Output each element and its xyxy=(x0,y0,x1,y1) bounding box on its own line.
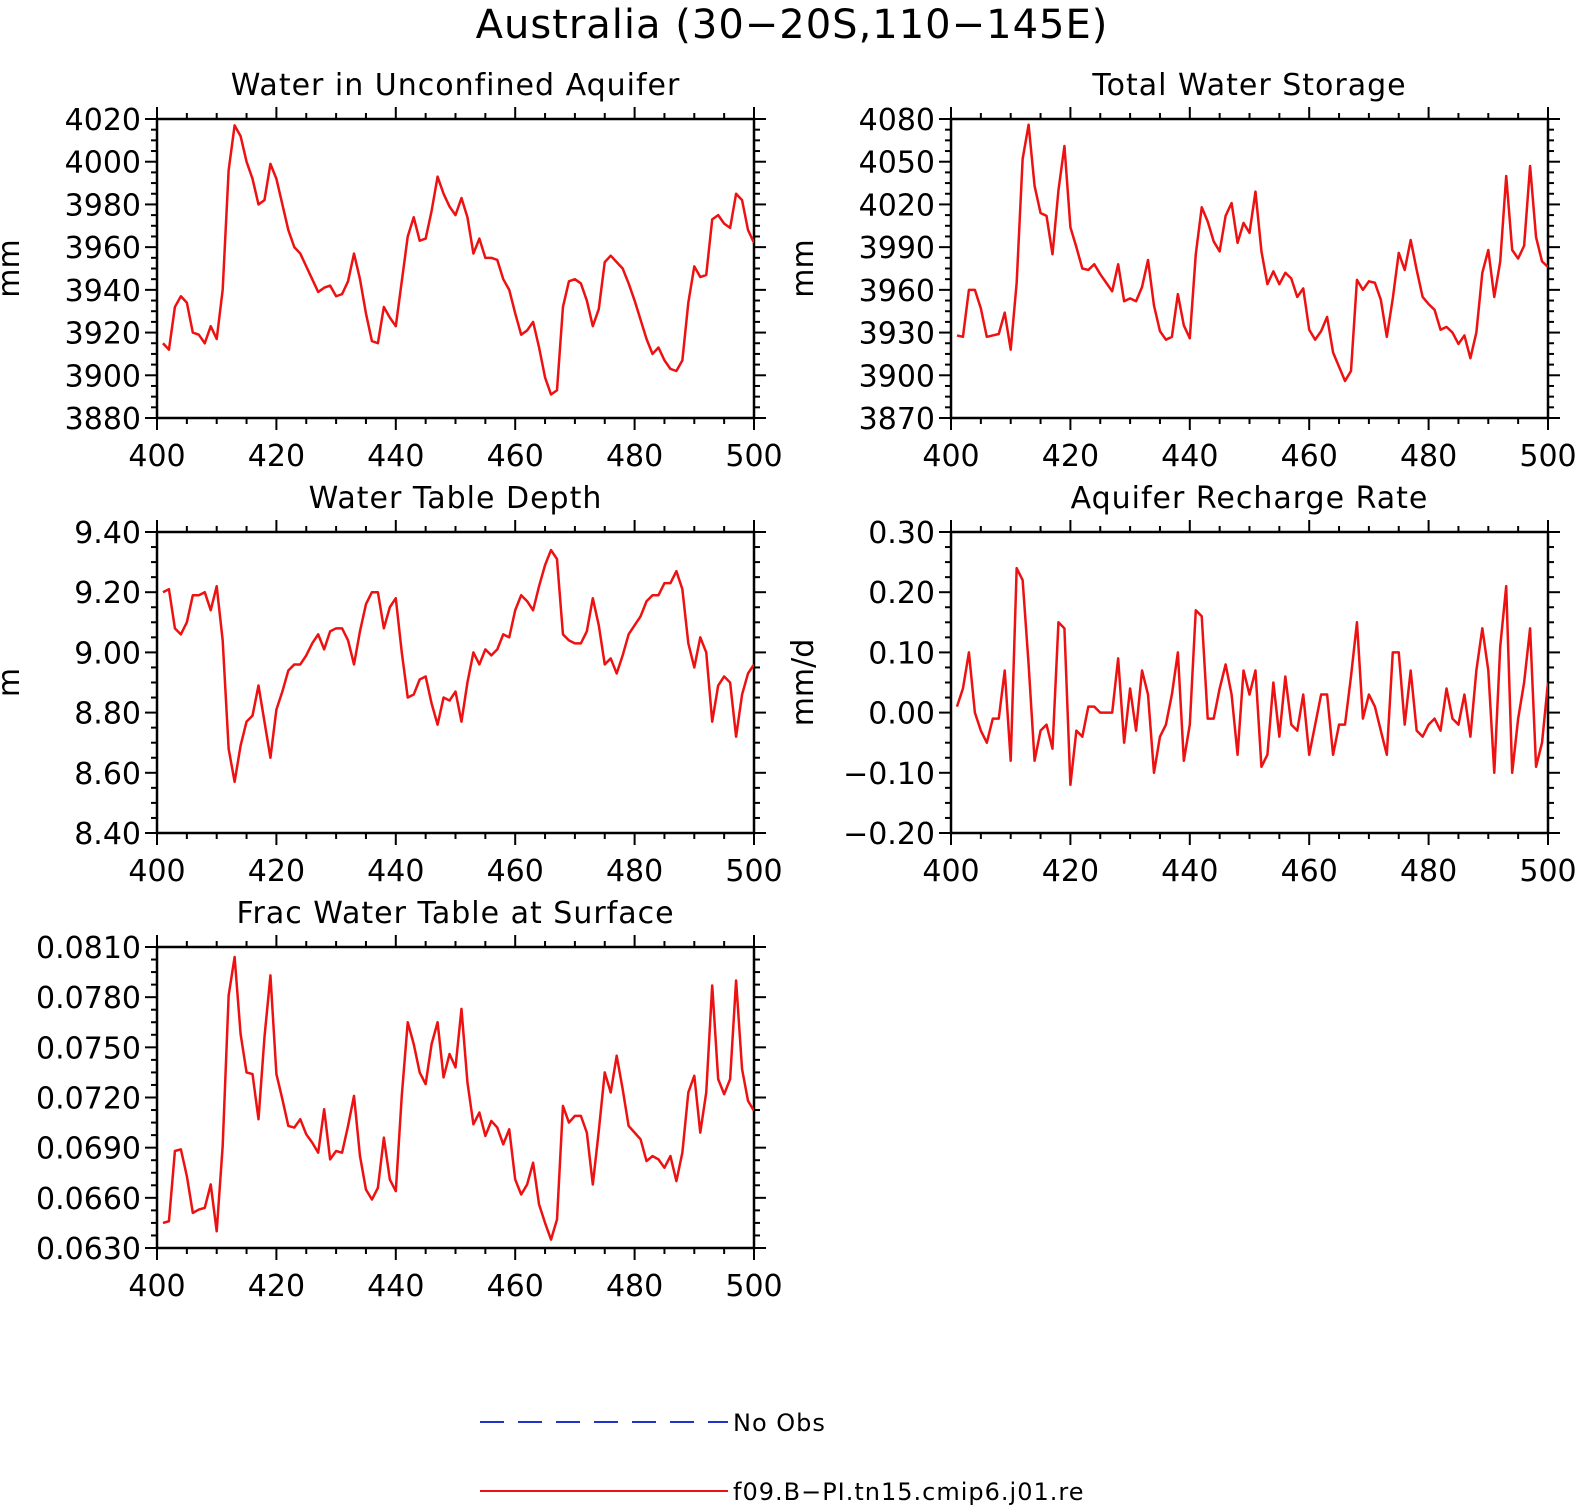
total-water-storage-plot-frame xyxy=(949,117,1550,420)
panel-total-water-storage: 400 420 440 460 480 500 3870 3900 3930 3960 3990 40… xyxy=(786,68,1577,474)
aquifer-recharge-rate-ytick-label: 0.10 xyxy=(868,636,935,671)
frac-water-table-at-surface-title: Frac Water Table at Surface xyxy=(236,896,674,931)
water-table-depth-xtick-label: 440 xyxy=(367,854,424,889)
water-table-depth-xtick-label: 480 xyxy=(606,854,663,889)
water-table-depth-ylabel: m xyxy=(0,668,27,697)
water-in-unconfined-aquifer-title: Water in Unconfined Aquifer xyxy=(231,68,681,103)
total-water-storage-xtick-label: 500 xyxy=(1519,439,1576,474)
total-water-storage-xtick-label: 440 xyxy=(1161,439,1218,474)
aquifer-recharge-rate-ytick-label: 0.20 xyxy=(868,576,935,611)
aquifer-recharge-rate-xtick-label: 400 xyxy=(922,854,979,889)
frac-water-table-at-surface-xtick-label: 460 xyxy=(487,1269,544,1304)
water-table-depth-xtick-label: 420 xyxy=(248,854,305,889)
water-table-depth-xtick-label: 500 xyxy=(725,854,782,889)
water-in-unconfined-aquifer-xtick-label: 460 xyxy=(487,439,544,474)
water-in-unconfined-aquifer-ytick-label: 3880 xyxy=(65,402,141,437)
frac-water-table-at-surface-xtick-label: 500 xyxy=(725,1269,782,1304)
water-in-unconfined-aquifer-ytick-label: 3940 xyxy=(65,274,141,309)
aquifer-recharge-rate-series-line xyxy=(955,566,1548,787)
water-in-unconfined-aquifer-ytick-label: 3900 xyxy=(65,359,141,394)
total-water-storage-ytick-label: 4020 xyxy=(859,188,935,223)
water-in-unconfined-aquifer-ytick-label: 4020 xyxy=(65,103,141,138)
frac-water-table-at-surface-ytick-label: 0.0660 xyxy=(36,1182,141,1217)
panel-water-table-depth: 400 420 440 460 480 500 8.40 8.60 8.80 9.00 9.20 9.… xyxy=(0,481,783,889)
water-in-unconfined-aquifer-xtick-label: 500 xyxy=(725,439,782,474)
aquifer-recharge-rate-xtick-label: 460 xyxy=(1281,854,1338,889)
frac-water-table-at-surface-series-line xyxy=(162,955,754,1241)
legend: No Obs f09.B−PI.tn15.cmip6.j01.re xyxy=(480,1409,1084,1506)
aquifer-recharge-rate-ytick-label: −0.20 xyxy=(843,817,935,852)
frac-water-table-at-surface-ytick-label: 0.0780 xyxy=(36,981,141,1016)
aquifer-recharge-rate-ytick-label: 0.00 xyxy=(868,697,935,732)
water-table-depth-ytick-label: 8.60 xyxy=(74,757,141,792)
total-water-storage-title: Total Water Storage xyxy=(1091,68,1406,103)
water-table-depth-ytick-label: 9.00 xyxy=(74,636,141,671)
aquifer-recharge-rate-ylabel: mm/d xyxy=(786,639,821,727)
aquifer-recharge-rate-xtick-label: 420 xyxy=(1042,854,1099,889)
frac-water-table-at-surface-ytick-label: 0.0750 xyxy=(36,1031,141,1066)
water-table-depth-ytick-label: 8.40 xyxy=(74,817,141,852)
total-water-storage-xtick-label: 460 xyxy=(1281,439,1338,474)
water-table-depth-series-line xyxy=(162,548,754,784)
water-in-unconfined-aquifer-ytick-label: 3960 xyxy=(65,231,141,266)
aquifer-recharge-rate-xtick-label: 480 xyxy=(1400,854,1457,889)
frac-water-table-at-surface-xtick-label: 400 xyxy=(128,1269,185,1304)
legend-label-model-run: f09.B−PI.tn15.cmip6.j01.re xyxy=(733,1478,1084,1506)
water-table-depth-ytick-label: 8.80 xyxy=(74,697,141,732)
water-table-depth-xtick-label: 460 xyxy=(487,854,544,889)
frac-water-table-at-surface-xtick-label: 420 xyxy=(248,1269,305,1304)
frac-water-table-at-surface-ytick-label: 0.0810 xyxy=(36,931,141,966)
total-water-storage-xtick-label: 480 xyxy=(1400,439,1457,474)
water-table-depth-xtick-label: 400 xyxy=(128,854,185,889)
total-water-storage-ytick-label: 4080 xyxy=(859,103,935,138)
water-in-unconfined-aquifer-xtick-label: 440 xyxy=(367,439,424,474)
aquifer-recharge-rate-ytick-label: −0.10 xyxy=(843,757,935,792)
water-table-depth-plot-frame xyxy=(155,530,756,835)
water-in-unconfined-aquifer-xtick-label: 400 xyxy=(128,439,185,474)
frac-water-table-at-surface-xtick-label: 440 xyxy=(367,1269,424,1304)
frac-water-table-at-surface-ytick-label: 0.0630 xyxy=(36,1232,141,1267)
panel-frac-water-table-at-surface: 400 420 440 460 480 500 0.0630 0.0660 0.0690 0.07… xyxy=(36,896,783,1304)
figure-title: Australia (30−20S,110−145E) xyxy=(476,2,1109,48)
water-table-depth-ytick-label: 9.20 xyxy=(74,576,141,611)
total-water-storage-xtick-label: 420 xyxy=(1042,439,1099,474)
total-water-storage-ytick-label: 4050 xyxy=(859,146,935,181)
total-water-storage-ylabel: mm xyxy=(786,239,821,297)
total-water-storage-ytick-label: 3930 xyxy=(859,317,935,352)
total-water-storage-ytick-label: 3900 xyxy=(859,359,935,394)
panel-water-in-unconfined-aquifer: 400 420 440 460 480 500 3880 3900 3920 3940 3960 39… xyxy=(0,68,783,474)
total-water-storage-xtick-label: 400 xyxy=(922,439,979,474)
panel-aquifer-recharge-rate: 400 420 440 460 480 500 −0.20 −0.10 0.00 0.10 0.20… xyxy=(786,481,1577,889)
water-in-unconfined-aquifer-xtick-label: 480 xyxy=(606,439,663,474)
total-water-storage-series-line xyxy=(956,123,1548,383)
total-water-storage-ytick-label: 3960 xyxy=(859,274,935,309)
aquifer-recharge-rate-title: Aquifer Recharge Rate xyxy=(1071,481,1429,516)
frac-water-table-at-surface-xtick-label: 480 xyxy=(606,1269,663,1304)
water-table-depth-ytick-label: 9.40 xyxy=(74,516,141,551)
water-in-unconfined-aquifer-ytick-label: 4000 xyxy=(65,146,141,181)
legend-label-no-obs: No Obs xyxy=(733,1409,826,1437)
water-in-unconfined-aquifer-xtick-label: 420 xyxy=(248,439,305,474)
water-table-depth-title: Water Table Depth xyxy=(309,481,603,516)
water-in-unconfined-aquifer-series-line xyxy=(162,124,754,396)
aquifer-recharge-rate-xtick-label: 500 xyxy=(1519,854,1576,889)
total-water-storage-ytick-label: 3990 xyxy=(859,231,935,266)
water-in-unconfined-aquifer-ylabel: mm xyxy=(0,239,27,297)
aquifer-recharge-rate-xtick-label: 440 xyxy=(1161,854,1218,889)
aquifer-recharge-rate-plot-frame xyxy=(949,530,1550,835)
frac-water-table-at-surface-ytick-label: 0.0690 xyxy=(36,1132,141,1167)
frac-water-table-at-surface-ytick-label: 0.0720 xyxy=(36,1082,141,1117)
frac-water-table-at-surface-plot-frame xyxy=(155,945,756,1250)
water-in-unconfined-aquifer-ytick-label: 3920 xyxy=(65,317,141,352)
aquifer-recharge-rate-ytick-label: 0.30 xyxy=(868,516,935,551)
water-in-unconfined-aquifer-ytick-label: 3980 xyxy=(65,188,141,223)
total-water-storage-ytick-label: 3870 xyxy=(859,402,935,437)
